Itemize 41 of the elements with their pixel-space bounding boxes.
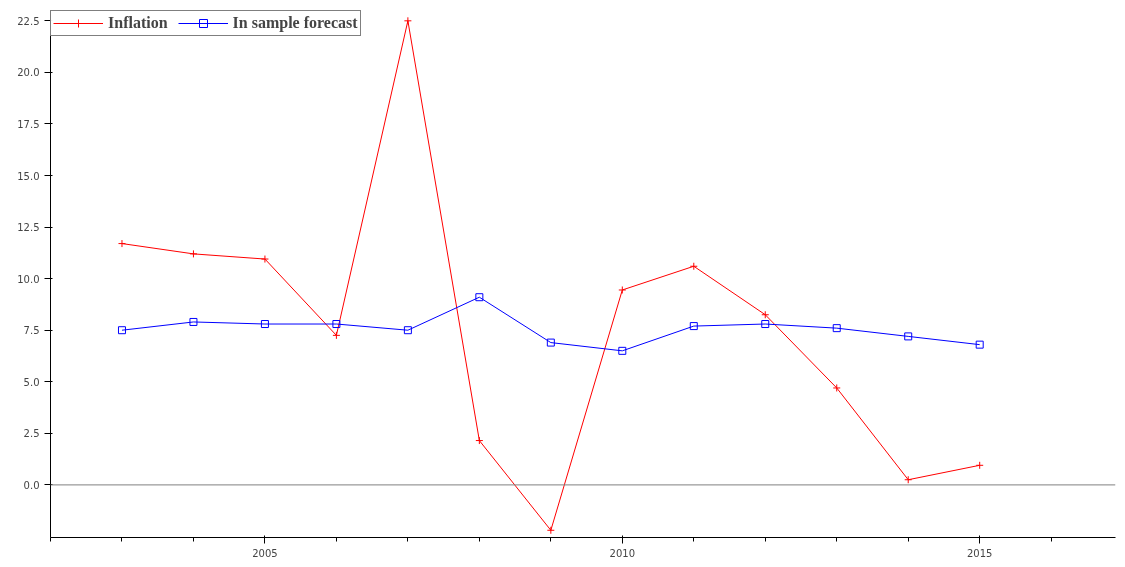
- legend-label: In sample forecast: [232, 14, 358, 32]
- point: [618, 346, 627, 355]
- point: [975, 340, 984, 349]
- point: [975, 461, 984, 470]
- x-tick-label: 2010: [609, 547, 636, 559]
- point: [546, 338, 555, 347]
- y-tick-label: 2.5: [23, 428, 40, 440]
- y-tick-label: 20.0: [17, 67, 40, 79]
- point: [332, 331, 341, 340]
- point: [546, 526, 555, 535]
- point: [260, 255, 269, 264]
- point: [403, 326, 412, 335]
- point: [618, 285, 627, 294]
- point: [403, 16, 412, 25]
- point: [475, 436, 484, 445]
- y-tick-label: 7.5: [23, 325, 40, 337]
- y-tick-label: 5.0: [23, 376, 40, 388]
- x-tick-label: 2005: [252, 547, 278, 559]
- y-tick-label: 12.5: [17, 222, 40, 234]
- point: [189, 317, 198, 326]
- point: [117, 239, 126, 248]
- point: [832, 324, 841, 333]
- point: [475, 293, 484, 302]
- legend-label: Inflation: [108, 14, 168, 32]
- point: [689, 262, 698, 271]
- point: [332, 320, 341, 329]
- point: [260, 320, 269, 329]
- x-tick-label: 2015: [966, 547, 993, 559]
- point: [904, 475, 913, 484]
- point: [904, 332, 913, 341]
- y-tick-label: 22.5: [17, 15, 40, 27]
- y-tick-label: 10.0: [17, 273, 40, 285]
- point: [761, 310, 770, 319]
- y-tick-label: 15.0: [17, 170, 40, 182]
- point: [832, 383, 841, 392]
- point: [761, 320, 770, 329]
- point: [189, 249, 198, 258]
- point: [689, 322, 698, 331]
- point: [117, 326, 126, 335]
- y-tick-label: 17.5: [17, 118, 40, 130]
- y-tick-label: 0.0: [23, 479, 40, 491]
